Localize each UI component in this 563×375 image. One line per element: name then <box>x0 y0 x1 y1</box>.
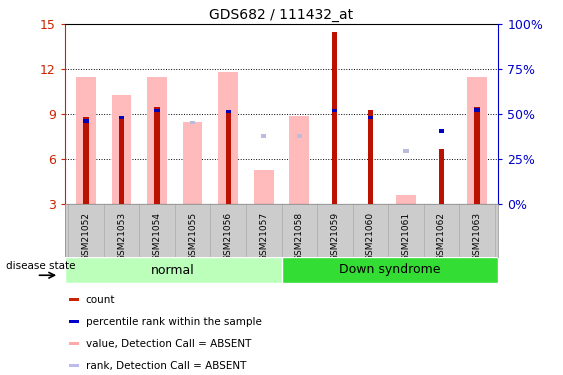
Bar <box>148 77 167 204</box>
Bar <box>69 364 79 368</box>
Text: GSM21060: GSM21060 <box>366 212 375 261</box>
Text: GSM21053: GSM21053 <box>117 212 126 261</box>
Text: GSM21061: GSM21061 <box>401 212 410 261</box>
Bar <box>119 116 124 119</box>
Bar <box>467 77 486 204</box>
Bar <box>396 195 415 204</box>
Text: disease state: disease state <box>6 261 75 271</box>
Bar <box>218 72 238 204</box>
Bar <box>77 77 96 204</box>
Bar <box>119 117 124 204</box>
Text: GSM21056: GSM21056 <box>224 212 233 261</box>
Bar <box>83 120 89 123</box>
Bar <box>261 135 266 138</box>
Bar <box>83 117 89 204</box>
Text: GSM21058: GSM21058 <box>295 212 304 261</box>
Bar <box>226 110 231 113</box>
Text: GSM21059: GSM21059 <box>330 212 339 261</box>
Text: GSM21063: GSM21063 <box>472 212 481 261</box>
Bar <box>112 95 131 204</box>
Text: GSM21062: GSM21062 <box>437 212 446 261</box>
Bar <box>439 149 444 204</box>
Text: percentile rank within the sample: percentile rank within the sample <box>86 317 262 327</box>
Bar <box>190 121 195 124</box>
Bar <box>69 320 79 323</box>
Bar <box>154 109 160 112</box>
Bar <box>439 129 444 132</box>
Bar <box>332 109 337 112</box>
Bar <box>403 150 409 153</box>
Text: Down syndrome: Down syndrome <box>339 264 441 276</box>
Bar <box>368 116 373 119</box>
Text: count: count <box>86 295 115 304</box>
Text: value, Detection Call = ABSENT: value, Detection Call = ABSENT <box>86 339 251 349</box>
Title: GDS682 / 111432_at: GDS682 / 111432_at <box>209 8 354 22</box>
Text: rank, Detection Call = ABSENT: rank, Detection Call = ABSENT <box>86 361 246 371</box>
Bar <box>69 342 79 345</box>
Bar <box>254 170 274 204</box>
Bar <box>289 116 309 204</box>
Bar <box>332 32 337 204</box>
Bar <box>226 110 231 204</box>
Text: GSM21055: GSM21055 <box>188 212 197 261</box>
Bar <box>65 257 282 283</box>
Bar <box>297 135 302 138</box>
Bar <box>183 122 203 204</box>
Text: GSM21054: GSM21054 <box>153 212 162 261</box>
Bar <box>368 110 373 204</box>
Bar <box>69 298 79 301</box>
Bar <box>282 257 498 283</box>
Bar <box>474 107 480 204</box>
Bar <box>154 107 160 204</box>
Text: GSM21057: GSM21057 <box>259 212 268 261</box>
Text: GSM21052: GSM21052 <box>82 212 91 261</box>
Bar <box>474 108 480 111</box>
Text: normal: normal <box>151 264 195 276</box>
